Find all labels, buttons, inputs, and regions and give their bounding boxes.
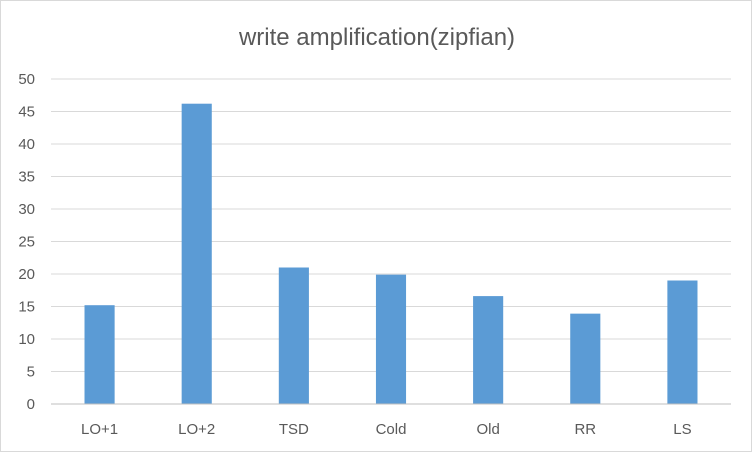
y-tick-label: 35: [18, 169, 35, 186]
x-tick-label: Old: [476, 421, 499, 438]
y-tick-label: 30: [18, 201, 35, 218]
chart-title: write amplification(zipfian): [238, 24, 515, 51]
x-axis-ticks: LO+1 LO+2 TSD Cold Old RR LS: [81, 421, 692, 438]
y-tick-label: 40: [18, 136, 35, 153]
bar-ls: [667, 280, 698, 404]
x-tick-label: RR: [574, 421, 596, 438]
y-tick-label: 20: [18, 266, 35, 283]
y-tick-label: 15: [18, 299, 35, 316]
bar-cold: [375, 274, 407, 404]
y-tick-label: 50: [18, 71, 35, 88]
bar-lo-1: [84, 305, 115, 404]
y-tick-label: 0: [27, 396, 35, 413]
y-axis-ticks: 0 5 10 15 20 25 30 35 40 45 50: [18, 71, 35, 413]
x-tick-label: LO+2: [178, 421, 215, 438]
x-tick-label: TSD: [279, 421, 309, 438]
y-tick-label: 25: [18, 234, 35, 251]
x-tick-label: Cold: [376, 421, 407, 438]
x-tick-label: LO+1: [81, 421, 118, 438]
bar-tsd: [278, 267, 309, 404]
bar-rr: [570, 313, 601, 404]
y-tick-label: 10: [18, 331, 35, 348]
gridlines: [51, 78, 731, 372]
y-tick-label: 5: [27, 364, 35, 381]
y-tick-label: 45: [18, 104, 35, 121]
bar-lo-2: [181, 103, 212, 404]
bars: [84, 103, 698, 404]
x-tick-label: LS: [673, 421, 691, 438]
bar-old: [473, 296, 504, 404]
